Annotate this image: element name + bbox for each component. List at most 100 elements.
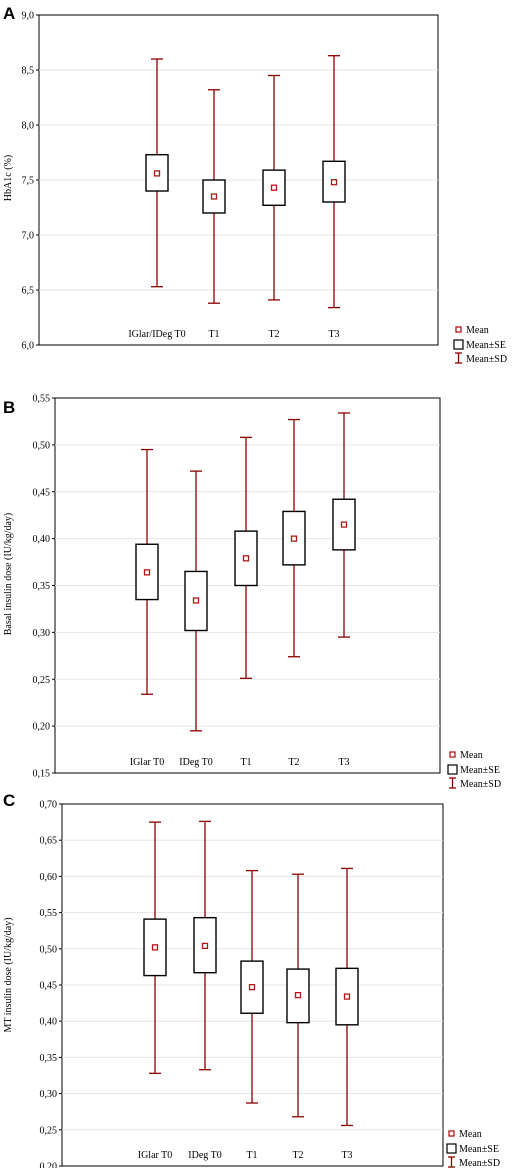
y-tick-label: 0,30	[40, 1089, 58, 1100]
x-tick-label: IDeg T0	[188, 1150, 221, 1161]
legend-mean-swatch	[449, 751, 456, 758]
y-tick-label: 6,5	[22, 286, 35, 297]
legend-c: Mean Mean±SE Mean±SD	[446, 1129, 500, 1168]
y-axis-label-b: Basal insulin dose (IU/kg/day)	[3, 513, 14, 635]
x-tick-label: T2	[292, 1150, 303, 1161]
mean-marker	[340, 521, 348, 528]
box-t3	[332, 412, 356, 638]
legend-mean-swatch	[455, 326, 462, 333]
x-tick-label: IGlar T0	[130, 757, 165, 768]
legend-se-swatch	[446, 1143, 457, 1154]
legend-se-label: Mean±SE	[460, 765, 500, 776]
y-axis-label-a: HbA1c (%)	[3, 155, 14, 201]
x-tick-label: IGlar T0	[138, 1150, 173, 1161]
x-tick-labels-c: IGlar T0 IDeg T0 T1 T2 T3	[138, 1150, 353, 1161]
legend-mean-label: Mean	[460, 750, 483, 761]
x-tick-label: T2	[288, 757, 299, 768]
y-tick-label: 0,45	[40, 981, 58, 992]
series-c	[143, 820, 359, 1127]
panel-c: C MT insulin dose (IU/kg/day) 0,20 0,25 0,…	[3, 791, 500, 1168]
box-ideg-t0	[184, 470, 208, 732]
box-t1	[240, 869, 264, 1104]
x-tick-labels-b: IGlar T0 IDeg T0 T1 T2 T3	[130, 757, 350, 768]
x-tick-label: T2	[268, 329, 279, 340]
legend-se-swatch	[447, 764, 458, 775]
y-tick-label: 0,35	[33, 581, 51, 592]
panel-label-c: C	[3, 791, 15, 810]
y-tick-label: 0,15	[33, 769, 51, 780]
legend-se-label: Mean±SE	[459, 1144, 499, 1155]
box-t3	[335, 867, 359, 1127]
y-tick-label: 0,45	[33, 487, 51, 498]
y-tick-label: 8,0	[22, 121, 35, 132]
legend-sd-swatch	[448, 1156, 455, 1168]
box-t1	[202, 89, 226, 304]
legend-sd-label: Mean±SD	[460, 779, 501, 790]
legend-se-label: Mean±SE	[466, 340, 506, 351]
y-tick-label: 0,40	[40, 1017, 58, 1028]
x-tick-label: T3	[338, 757, 349, 768]
y-ticks-c: 0,20 0,25 0,30 0,35 0,40 0,45 0,50 0,55 0,60 0,65…	[40, 800, 62, 1168]
y-tick-label: 0,20	[40, 1162, 58, 1168]
y-tick-label: 0,20	[33, 722, 51, 733]
y-ticks-a: 6,0 6,5 7,0 7,5 8,0 8,5 9,0	[22, 11, 39, 352]
y-tick-label: 0,25	[40, 1125, 58, 1136]
x-tick-label: T3	[341, 1150, 352, 1161]
y-tick-label: 0,25	[33, 675, 51, 686]
y-tick-label: 0,60	[40, 872, 58, 883]
box-iglar-t0	[135, 448, 159, 695]
legend-mean-label: Mean	[459, 1129, 482, 1140]
panel-b: B Basal insulin dose (IU/kg/day) 0,15 0,2…	[3, 394, 501, 791]
y-tick-label: 9,0	[22, 11, 35, 22]
box-t2	[262, 74, 286, 301]
mean-marker	[242, 555, 250, 562]
x-tick-label: IDeg T0	[179, 757, 212, 768]
y-tick-label: 0,65	[40, 836, 58, 847]
mean-marker	[330, 179, 338, 186]
panel-a: A HbA1c (%) 6,0 6,5 7,0 7,5 8,0 8,5 9,0 IGlar/…	[3, 4, 507, 365]
y-tick-label: 7,0	[22, 231, 35, 242]
y-tick-label: 7,5	[22, 176, 35, 187]
mean-marker	[210, 193, 218, 200]
y-tick-label: 6,0	[22, 341, 35, 352]
y-axis-label-c: MT insulin dose (IU/kg/day)	[3, 917, 14, 1032]
mean-marker	[201, 942, 209, 950]
y-tick-label: 0,70	[40, 800, 58, 811]
mean-marker	[143, 569, 151, 576]
x-tick-label: T1	[208, 329, 219, 340]
box-iglar-ideg-t0	[145, 58, 169, 288]
legend-mean-swatch	[448, 1130, 455, 1137]
box-t2	[286, 873, 310, 1118]
box-t2	[282, 418, 306, 658]
mean-marker	[294, 991, 302, 999]
mean-marker	[151, 944, 159, 951]
series-b	[135, 412, 356, 732]
box-t1	[234, 436, 258, 679]
y-tick-label: 0,30	[33, 628, 51, 639]
gridlines-b	[55, 444, 440, 727]
y-tick-label: 0,55	[40, 908, 58, 919]
legend-sd-swatch	[449, 777, 456, 789]
x-tick-labels-a: IGlar/IDeg T0 T1 T2 T3	[128, 329, 339, 340]
panel-label-b: B	[3, 398, 15, 417]
y-tick-label: 0,50	[33, 440, 51, 451]
legend-mean-label: Mean	[466, 325, 489, 336]
y-ticks-b: 0,15 0,20 0,25 0,30 0,35 0,40 0,45 0,50 0,55	[33, 394, 55, 780]
box-t3	[322, 55, 346, 309]
legend-b: Mean Mean±SE Mean±SD	[447, 750, 501, 790]
legend-sd-label: Mean±SD	[466, 354, 507, 365]
gridlines-a	[39, 69, 438, 291]
mean-marker	[343, 993, 351, 1000]
mean-marker	[248, 984, 256, 991]
legend-sd-label: Mean±SD	[459, 1158, 500, 1168]
mean-marker	[290, 535, 298, 542]
y-tick-label: 0,50	[40, 944, 58, 955]
legend-sd-swatch	[455, 352, 462, 364]
box-ideg-t0	[193, 820, 217, 1071]
x-tick-label: T1	[246, 1150, 257, 1161]
y-tick-label: 0,40	[33, 534, 51, 545]
x-tick-label: T1	[240, 757, 251, 768]
series-a	[145, 55, 346, 309]
mean-marker	[153, 170, 161, 177]
